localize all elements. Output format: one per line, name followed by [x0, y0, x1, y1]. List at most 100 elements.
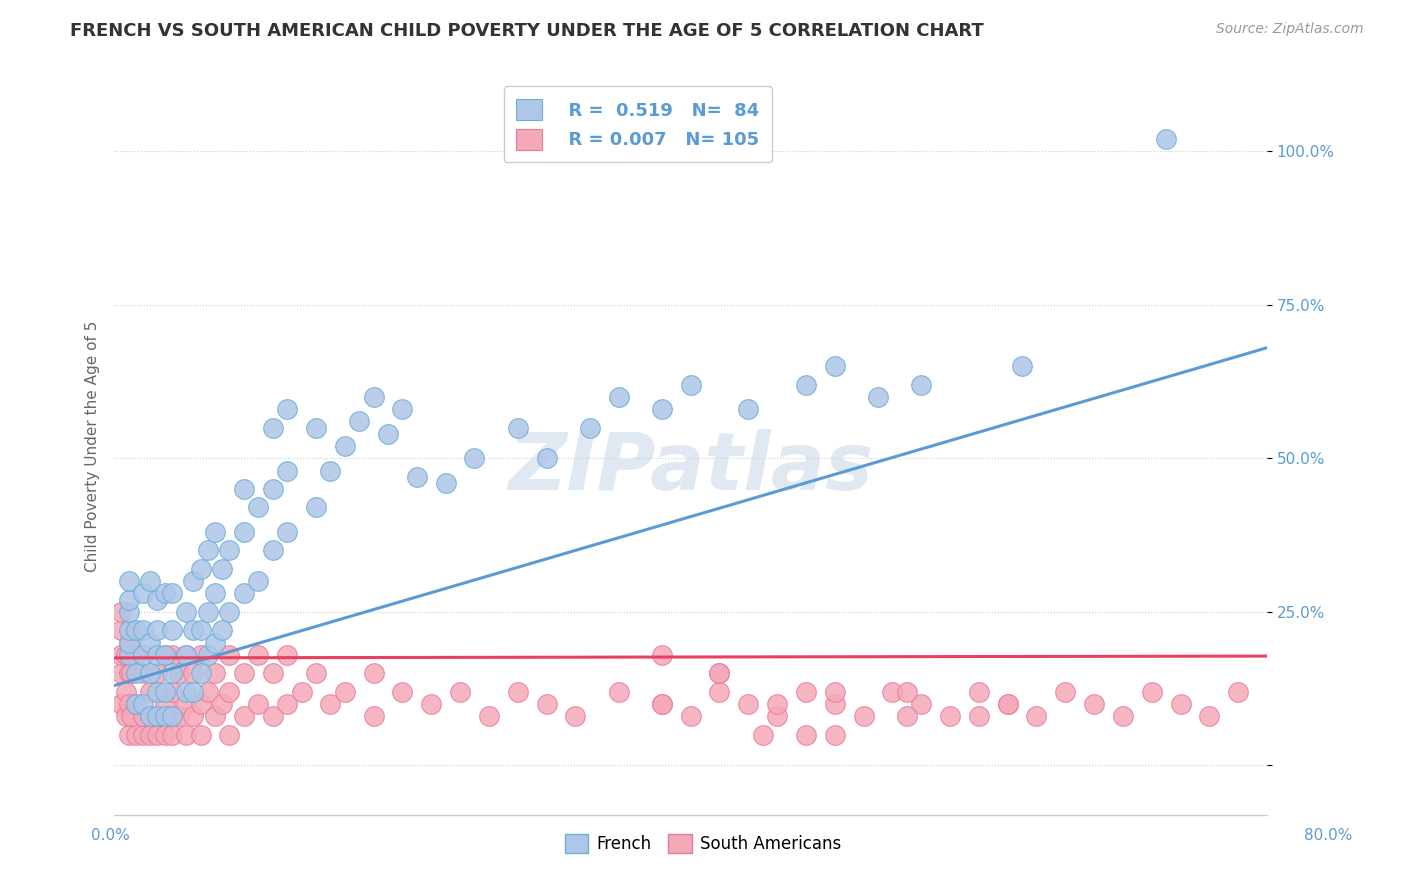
Point [391, 684, 413, 698]
Point [997, 697, 1019, 711]
Point [363, 390, 385, 404]
Point [709, 666, 731, 681]
Point [1025, 709, 1047, 723]
Point [882, 684, 904, 698]
Point [117, 648, 139, 662]
Text: 80.0%: 80.0% [1305, 828, 1353, 843]
Point [333, 684, 356, 698]
Point [146, 709, 169, 723]
Point [651, 402, 673, 417]
Point [132, 648, 155, 662]
Point [276, 402, 298, 417]
Point [167, 709, 190, 723]
Point [1140, 684, 1163, 698]
Point [117, 574, 139, 589]
Point [405, 469, 427, 483]
Point [276, 524, 298, 539]
Point [536, 451, 558, 466]
Point [896, 709, 918, 723]
Point [363, 666, 385, 681]
Point [197, 684, 219, 698]
Point [766, 709, 789, 723]
Point [319, 464, 342, 478]
Point [478, 709, 501, 723]
Point [305, 500, 328, 515]
Point [153, 586, 176, 600]
Point [117, 624, 139, 638]
Text: 0.0%: 0.0% [91, 828, 131, 843]
Point [190, 728, 212, 742]
Point [262, 666, 284, 681]
Point [146, 684, 169, 698]
Point [153, 697, 176, 711]
Point [117, 728, 139, 742]
Point [204, 524, 226, 539]
Point [114, 684, 136, 698]
Point [709, 666, 731, 681]
Point [139, 666, 162, 681]
Point [114, 709, 136, 723]
Point [160, 624, 183, 638]
Point [132, 666, 155, 681]
Point [651, 697, 673, 711]
Point [160, 648, 183, 662]
Point [146, 666, 169, 681]
Point [110, 697, 132, 711]
Point [232, 709, 254, 723]
Point [190, 697, 212, 711]
Point [262, 543, 284, 558]
Point [139, 684, 162, 698]
Point [117, 635, 139, 649]
Point [218, 605, 240, 619]
Point [737, 402, 759, 417]
Point [190, 648, 212, 662]
Point [174, 697, 197, 711]
Point [247, 574, 270, 589]
Point [146, 709, 169, 723]
Point [737, 697, 759, 711]
Point [160, 728, 183, 742]
Point [153, 709, 176, 723]
Point [132, 624, 155, 638]
Point [218, 684, 240, 698]
Point [896, 684, 918, 698]
Point [794, 684, 817, 698]
Point [420, 697, 443, 711]
Point [794, 377, 817, 392]
Point [160, 709, 183, 723]
Point [204, 709, 226, 723]
Point [204, 586, 226, 600]
Point [125, 666, 148, 681]
Point [174, 684, 197, 698]
Point [125, 697, 148, 711]
Point [139, 574, 162, 589]
Point [146, 648, 169, 662]
Point [262, 420, 284, 434]
Point [183, 666, 205, 681]
Point [160, 684, 183, 698]
Point [262, 482, 284, 496]
Point [363, 709, 385, 723]
Point [824, 728, 846, 742]
Point [305, 666, 328, 681]
Point [1154, 132, 1177, 146]
Point [967, 709, 990, 723]
Point [204, 635, 226, 649]
Point [1054, 684, 1077, 698]
Point [232, 666, 254, 681]
Point [160, 666, 183, 681]
Point [153, 648, 176, 662]
Point [1083, 697, 1105, 711]
Point [939, 709, 962, 723]
Point [709, 684, 731, 698]
Point [1227, 684, 1250, 698]
Point [139, 635, 162, 649]
Point [183, 684, 205, 698]
Text: FRENCH VS SOUTH AMERICAN CHILD POVERTY UNDER THE AGE OF 5 CORRELATION CHART: FRENCH VS SOUTH AMERICAN CHILD POVERTY U… [70, 22, 984, 40]
Point [607, 684, 630, 698]
Point [125, 728, 148, 742]
Y-axis label: Child Poverty Under the Age of 5: Child Poverty Under the Age of 5 [86, 320, 100, 572]
Point [276, 464, 298, 478]
Point [117, 592, 139, 607]
Point [167, 666, 190, 681]
